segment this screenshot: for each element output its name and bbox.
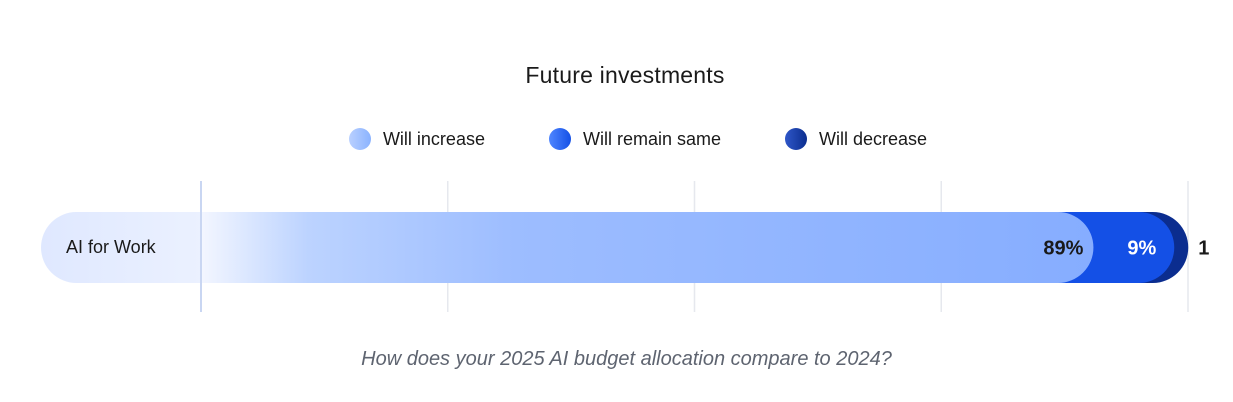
chart-title: Future investments — [525, 62, 725, 88]
category-pill — [41, 212, 241, 283]
legend-swatch-increase — [348, 128, 371, 150]
legend-label-decrease: Will decrease — [819, 128, 928, 149]
legend: Will increase Will remain same Will decr… — [0, 128, 1233, 150]
data-labels: 89% 9% 1 — [1043, 238, 1209, 260]
data-label-remain: 9% — [1127, 238, 1156, 260]
category-label: AI for Work — [66, 237, 157, 257]
legend-item-remain: Will remain same — [548, 128, 721, 150]
bar-segment-increase — [201, 212, 1094, 283]
data-label-decrease: 1 — [1198, 238, 1209, 260]
legend-item-increase: Will increase — [348, 128, 485, 150]
legend-swatch-remain — [548, 128, 571, 150]
legend-item-decrease: Will decrease — [785, 128, 927, 150]
legend-swatch-decrease — [785, 128, 807, 150]
data-label-increase: 89% — [1043, 238, 1083, 260]
legend-label-remain: Will remain same — [582, 128, 721, 149]
legend-label-increase: Will increase — [382, 128, 485, 149]
bar-segments — [201, 212, 1189, 283]
chart-caption: How does your 2025 AI budget allocation … — [361, 348, 892, 370]
